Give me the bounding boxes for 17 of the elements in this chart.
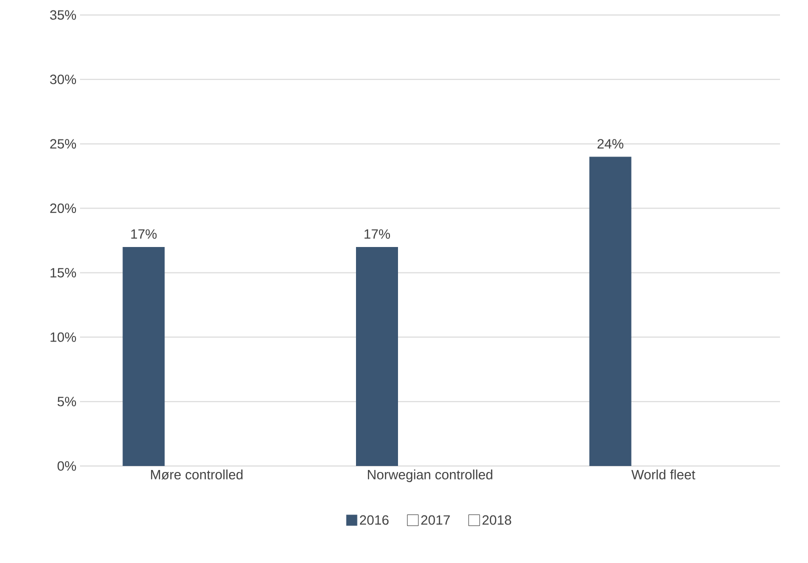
y-tick-label: 10%: [50, 332, 76, 342]
y-tick-label: 30%: [50, 74, 76, 84]
data-label: 24%: [598, 139, 624, 149]
y-tick-label: 20%: [50, 204, 76, 214]
legend-label: 2018: [482, 515, 512, 525]
y-tick-label: 0%: [58, 461, 76, 471]
legend-label: 2017: [421, 515, 450, 525]
x-tick-label: Møre controlled: [151, 470, 242, 480]
x-tick-label: Norwegian controlled: [368, 470, 492, 482]
y-tick-label: 35%: [50, 10, 76, 20]
y-tick-label: 5%: [58, 396, 76, 406]
data-label: 17%: [364, 229, 390, 239]
x-tick-label: World fleet: [631, 470, 696, 480]
y-tick-label: 25%: [50, 139, 76, 149]
legend-label: 2016: [360, 515, 389, 525]
data-label: 17%: [131, 229, 157, 239]
y-tick-label: 15%: [50, 268, 76, 278]
